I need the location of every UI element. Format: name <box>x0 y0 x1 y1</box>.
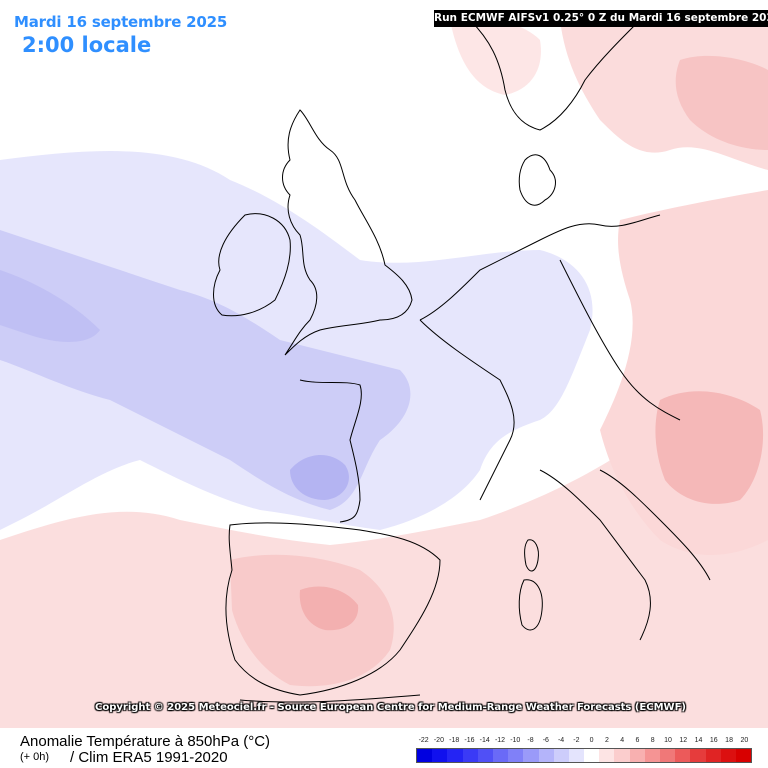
legend-swatch <box>477 749 493 762</box>
legend-tick-label: -20 <box>433 737 444 744</box>
legend-swatch <box>568 749 585 762</box>
anomaly-map <box>0 12 768 728</box>
legend-tick-label: 12 <box>679 737 688 744</box>
legend-tick-label: -2 <box>573 737 580 744</box>
lead-time-label: (+ 0h) <box>20 751 50 763</box>
legend-swatch <box>629 749 645 762</box>
legend-tick-label: 0 <box>589 737 594 744</box>
color-scale-legend: -22 -20 -18 -16 -14 -12 -10 -8 -6 -4 -2 0 2 4 6 8 10 12 14… <box>416 737 752 765</box>
coastline-ireland <box>213 213 291 317</box>
legend-swatch <box>462 749 478 762</box>
legend-tick-label: -12 <box>494 737 506 744</box>
legend-tick-label: -4 <box>557 737 565 744</box>
forecast-date-title: Mardi 16 septembre 2025 <box>14 13 228 31</box>
legend-swatch <box>553 749 569 762</box>
cold-anomaly-strong <box>290 454 349 500</box>
legend-swatch <box>584 749 600 762</box>
legend-swatch <box>614 749 630 762</box>
climatology-label: / Clim ERA5 1991-2020 <box>70 749 228 766</box>
legend-swatch <box>690 749 706 762</box>
cold-anomaly-strong-2 <box>0 270 100 342</box>
model-run-banner: Run ECMWF AIFSv1 0.25° 0 Z du Mardi 16 s… <box>434 10 768 27</box>
warm-anomaly-south <box>0 390 768 728</box>
parameter-title: Anomalie Température à 850hPa (°C) <box>20 733 271 750</box>
warm-anomaly-balkans <box>655 391 764 504</box>
forecast-time-title: 2:00 locale <box>22 33 152 57</box>
coastline-north-europe <box>419 214 661 321</box>
coastline-iberia <box>225 522 441 696</box>
coastline-scandinavia <box>469 19 641 131</box>
legend-swatch <box>705 749 721 762</box>
border-north-africa <box>239 694 421 703</box>
legend-swatch <box>599 749 615 762</box>
coastlines <box>213 19 711 703</box>
cold-anomaly-light <box>0 151 593 530</box>
legend-swatch <box>447 749 463 762</box>
legend-swatch <box>644 749 660 762</box>
coastline-sardinia <box>518 579 543 631</box>
legend-tick-label: 2 <box>604 737 609 744</box>
warm-anomaly-north-core <box>675 55 768 150</box>
coastline-adriatic <box>599 469 711 581</box>
copyright-notice: Copyright © 2025 Meteociel.fr - Source E… <box>95 702 686 713</box>
legend-tick-label: -8 <box>527 737 534 744</box>
cold-anomaly-medium <box>0 230 411 510</box>
legend-swatch <box>538 749 554 762</box>
legend-tick-label: 6 <box>635 737 640 744</box>
legend-swatch <box>432 749 448 762</box>
legend-tick-label: -22 <box>418 737 429 744</box>
legend-tick-label: 20 <box>740 737 749 744</box>
legend-swatch <box>417 749 433 762</box>
legend-swatch <box>720 749 736 762</box>
legend-swatch <box>675 749 691 762</box>
legend-tick-label: 10 <box>664 737 672 744</box>
legend-tick-label: 16 <box>709 737 718 744</box>
coastline-italy <box>539 469 651 641</box>
legend-swatch <box>523 749 539 762</box>
legend-swatch <box>735 749 752 762</box>
legend-color-bar <box>416 748 752 763</box>
border-central-europe <box>559 259 681 421</box>
legend-tick-label: 14 <box>694 737 703 744</box>
legend-tick-label: -10 <box>510 737 521 744</box>
legend-tick-label: -14 <box>479 737 490 744</box>
legend-tick-label: 18 <box>725 737 733 744</box>
warm-anomaly-iberia-core <box>299 586 359 631</box>
legend-tick-label: -18 <box>449 737 460 744</box>
coastline-france-west <box>299 379 362 523</box>
coastline-great-britain <box>282 109 413 356</box>
legend-tick-label: 8 <box>650 737 655 744</box>
legend-tick-label: -6 <box>542 737 549 744</box>
legend-swatch <box>492 749 509 762</box>
coastline-corsica <box>524 539 539 572</box>
legend-swatch <box>508 749 524 762</box>
border-france-east <box>419 319 515 501</box>
legend-labels: -22 -20 -18 -16 -14 -12 -10 -8 -6 -4 -2 0 2 4 6 8 10 12 14… <box>416 737 752 747</box>
coastline-denmark <box>518 154 556 206</box>
legend-tick-label: 4 <box>620 737 625 744</box>
legend-swatch <box>660 749 676 762</box>
legend-tick-label: -16 <box>464 737 475 744</box>
